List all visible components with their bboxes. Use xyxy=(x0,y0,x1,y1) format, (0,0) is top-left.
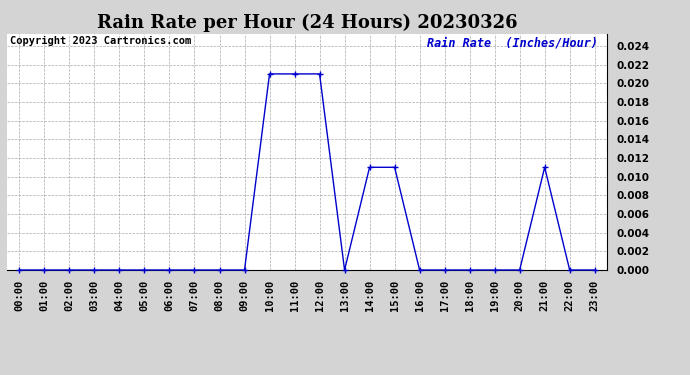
Text: Copyright 2023 Cartronics.com: Copyright 2023 Cartronics.com xyxy=(10,36,191,46)
Title: Rain Rate per Hour (24 Hours) 20230326: Rain Rate per Hour (24 Hours) 20230326 xyxy=(97,14,518,32)
Text: Rain Rate  (Inches/Hour): Rain Rate (Inches/Hour) xyxy=(427,36,598,49)
